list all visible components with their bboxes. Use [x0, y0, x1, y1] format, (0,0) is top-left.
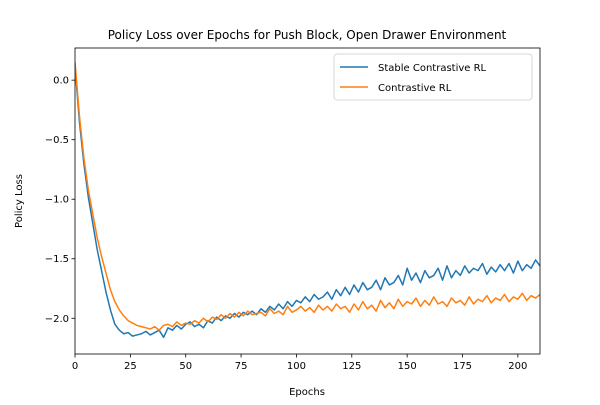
- y-tick-label: −2.0: [45, 314, 69, 325]
- y-tick-label: −1.0: [45, 195, 69, 206]
- x-tick-label: 125: [342, 361, 361, 372]
- series-line-stable-contrastive-rl: [75, 65, 540, 339]
- y-tick-label: 0.0: [53, 76, 69, 87]
- x-tick-label: 50: [179, 361, 192, 372]
- y-axis: 0.0 −0.5 −1.0 −1.5 −2.0: [45, 76, 75, 325]
- legend-label-stable-contrastive-rl: Stable Contrastive RL: [378, 63, 487, 74]
- x-axis-label: Epochs: [289, 387, 325, 398]
- axes-frame: [74, 47, 541, 355]
- x-tick-label: 75: [235, 361, 248, 372]
- chart-title: Policy Loss over Epochs for Push Block, …: [108, 28, 507, 42]
- x-tick-label: 150: [398, 361, 417, 372]
- x-tick-label: 100: [287, 361, 306, 372]
- x-axis: 0 25 50 75 100 125 150 175 200: [72, 354, 527, 372]
- x-tick-label: 175: [453, 361, 472, 372]
- y-axis-label: Policy Loss: [14, 174, 25, 228]
- y-tick-label: −0.5: [45, 135, 69, 146]
- x-tick-label: 25: [124, 361, 137, 372]
- series-line-contrastive-rl: [75, 62, 540, 331]
- series-layer: [75, 62, 540, 339]
- y-tick-label: −1.5: [45, 254, 69, 265]
- legend-label-contrastive-rl: Contrastive RL: [378, 83, 452, 94]
- x-tick-label: 200: [508, 361, 527, 372]
- legend-box: [333, 53, 533, 101]
- legend: Stable Contrastive RL Contrastive RL: [333, 53, 533, 101]
- x-tick-label: 0: [72, 361, 78, 372]
